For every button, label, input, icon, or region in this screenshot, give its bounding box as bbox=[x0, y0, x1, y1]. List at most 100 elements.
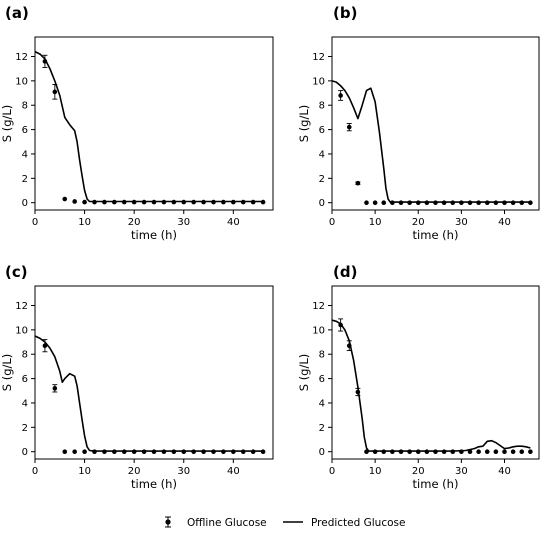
x-tick-label: 0 bbox=[329, 466, 335, 477]
offline-glucose-point bbox=[493, 200, 499, 205]
x-tick-label: 30 bbox=[177, 217, 190, 228]
offline-glucose-point bbox=[181, 449, 187, 454]
y-tick-label: 12 bbox=[15, 301, 28, 312]
y-tick-label: 8 bbox=[319, 350, 325, 361]
x-tick-label: 0 bbox=[32, 466, 38, 477]
offline-glucose-point bbox=[476, 200, 481, 205]
x-axis-label: time (h) bbox=[131, 477, 177, 491]
offline-glucose-point bbox=[484, 449, 490, 454]
x-tick-label: 10 bbox=[369, 466, 382, 477]
x-tick-label: 0 bbox=[329, 217, 335, 228]
y-tick-label: 0 bbox=[319, 447, 325, 458]
legend-offline-marker bbox=[165, 516, 171, 528]
offline-glucose-point bbox=[72, 199, 77, 204]
offline-glucose-point bbox=[510, 200, 516, 205]
offline-glucose-point bbox=[211, 199, 216, 205]
offline-glucose-point bbox=[201, 449, 206, 454]
x-tick-label: 30 bbox=[455, 217, 468, 228]
panel-b: (b) 0 10 20 30 40 0 2 4 6 8 10 12 time (h) S (g/L) bbox=[297, 4, 540, 242]
x-tick-label: 30 bbox=[177, 466, 190, 477]
offline-glucose-point bbox=[424, 449, 430, 454]
offline-glucose-point bbox=[221, 199, 226, 205]
offline-glucose-point bbox=[346, 343, 352, 348]
y-tick-label: 0 bbox=[22, 198, 28, 209]
y-tick-label: 10 bbox=[312, 76, 325, 87]
y-tick-label: 10 bbox=[15, 76, 28, 87]
offline-glucose-point bbox=[415, 200, 421, 205]
y-tick-label: 8 bbox=[319, 101, 325, 112]
offline-glucose-point bbox=[364, 200, 369, 205]
offline-glucose-point bbox=[191, 449, 196, 454]
y-tick-label: 8 bbox=[22, 350, 28, 361]
y-axis-label: S (g/L) bbox=[297, 105, 311, 143]
panel-c: (c) 0 10 20 30 40 0 2 4 6 8 10 12 time (h) S (g/L) bbox=[0, 263, 274, 491]
offline-glucose-point bbox=[141, 199, 147, 205]
y-tick-label: 12 bbox=[15, 52, 28, 63]
y-tick-label: 6 bbox=[319, 374, 325, 385]
plot-frame-d bbox=[331, 285, 540, 460]
offline-glucose-point bbox=[459, 449, 464, 454]
offline-glucose-point bbox=[42, 343, 48, 348]
predicted-glucose-line bbox=[34, 335, 264, 452]
y-tick-label: 2 bbox=[22, 423, 28, 434]
offline-glucose-point bbox=[112, 199, 117, 205]
offline-glucose-point bbox=[131, 199, 137, 205]
x-tick-label: 20 bbox=[412, 217, 425, 228]
panel-label-c: (c) bbox=[5, 263, 28, 281]
plot-frame-c bbox=[34, 285, 274, 460]
offline-glucose-point bbox=[450, 200, 456, 205]
offline-glucose-point bbox=[441, 200, 447, 205]
offline-glucose-point bbox=[390, 200, 395, 205]
x-tick-label: 30 bbox=[455, 466, 468, 477]
offline-glucose-point bbox=[364, 449, 369, 454]
y-tick-label: 2 bbox=[22, 174, 28, 185]
offline-glucose-point bbox=[519, 200, 525, 205]
offline-glucose-point bbox=[151, 199, 157, 205]
offline-glucose-point bbox=[92, 199, 97, 205]
offline-glucose-point bbox=[240, 199, 246, 205]
plot-frame-b bbox=[331, 36, 540, 211]
x-tick-label: 10 bbox=[78, 217, 91, 228]
panel-a: (a) 0 10 20 30 40 0 2 4 6 8 10 12 time (h) S (g/L) bbox=[0, 4, 274, 242]
x-tick-label: 20 bbox=[412, 466, 425, 477]
y-tick-label: 12 bbox=[312, 301, 325, 312]
x-tick-label: 10 bbox=[369, 217, 382, 228]
offline-glucose-point bbox=[398, 449, 404, 454]
y-tick-label: 12 bbox=[312, 52, 325, 63]
offline-glucose-point bbox=[260, 199, 266, 205]
offline-glucose-point bbox=[52, 386, 58, 391]
predicted-glucose-line bbox=[331, 80, 531, 203]
offline-glucose-point bbox=[441, 449, 447, 454]
offline-glucose-point bbox=[171, 449, 177, 454]
y-tick-label: 6 bbox=[22, 374, 28, 385]
offline-glucose-point bbox=[201, 199, 206, 205]
offline-glucose-point bbox=[407, 449, 412, 454]
offline-glucose-point bbox=[372, 200, 378, 205]
offline-glucose-point bbox=[250, 449, 256, 454]
offline-glucose-point bbox=[450, 449, 456, 454]
offline-glucose-point bbox=[338, 322, 343, 328]
y-tick-label: 2 bbox=[319, 423, 325, 434]
offline-glucose-point bbox=[467, 449, 473, 454]
offline-glucose-point bbox=[502, 449, 507, 454]
x-tick-label: 20 bbox=[128, 217, 141, 228]
legend-offline-label: Offline Glucose bbox=[187, 517, 267, 529]
x-axis-label: time (h) bbox=[131, 228, 177, 242]
offline-glucose-point bbox=[221, 449, 226, 454]
offline-glucose-point bbox=[240, 449, 246, 454]
offline-glucose-point bbox=[338, 93, 343, 98]
offline-glucose-point bbox=[131, 449, 137, 454]
offline-glucose-point bbox=[82, 199, 87, 205]
x-tick-label: 40 bbox=[498, 466, 511, 477]
y-tick-label: 0 bbox=[22, 447, 28, 458]
x-tick-label: 40 bbox=[227, 466, 240, 477]
predicted-glucose-line bbox=[34, 50, 264, 203]
offline-glucose-point bbox=[355, 180, 361, 186]
offline-glucose-point bbox=[52, 89, 58, 95]
offline-glucose-point bbox=[92, 449, 97, 454]
legend: Offline Glucose Predicted Glucose bbox=[165, 516, 405, 529]
x-tick-label: 40 bbox=[498, 217, 511, 228]
offline-glucose-point bbox=[433, 449, 438, 454]
offline-glucose-point bbox=[121, 449, 127, 454]
